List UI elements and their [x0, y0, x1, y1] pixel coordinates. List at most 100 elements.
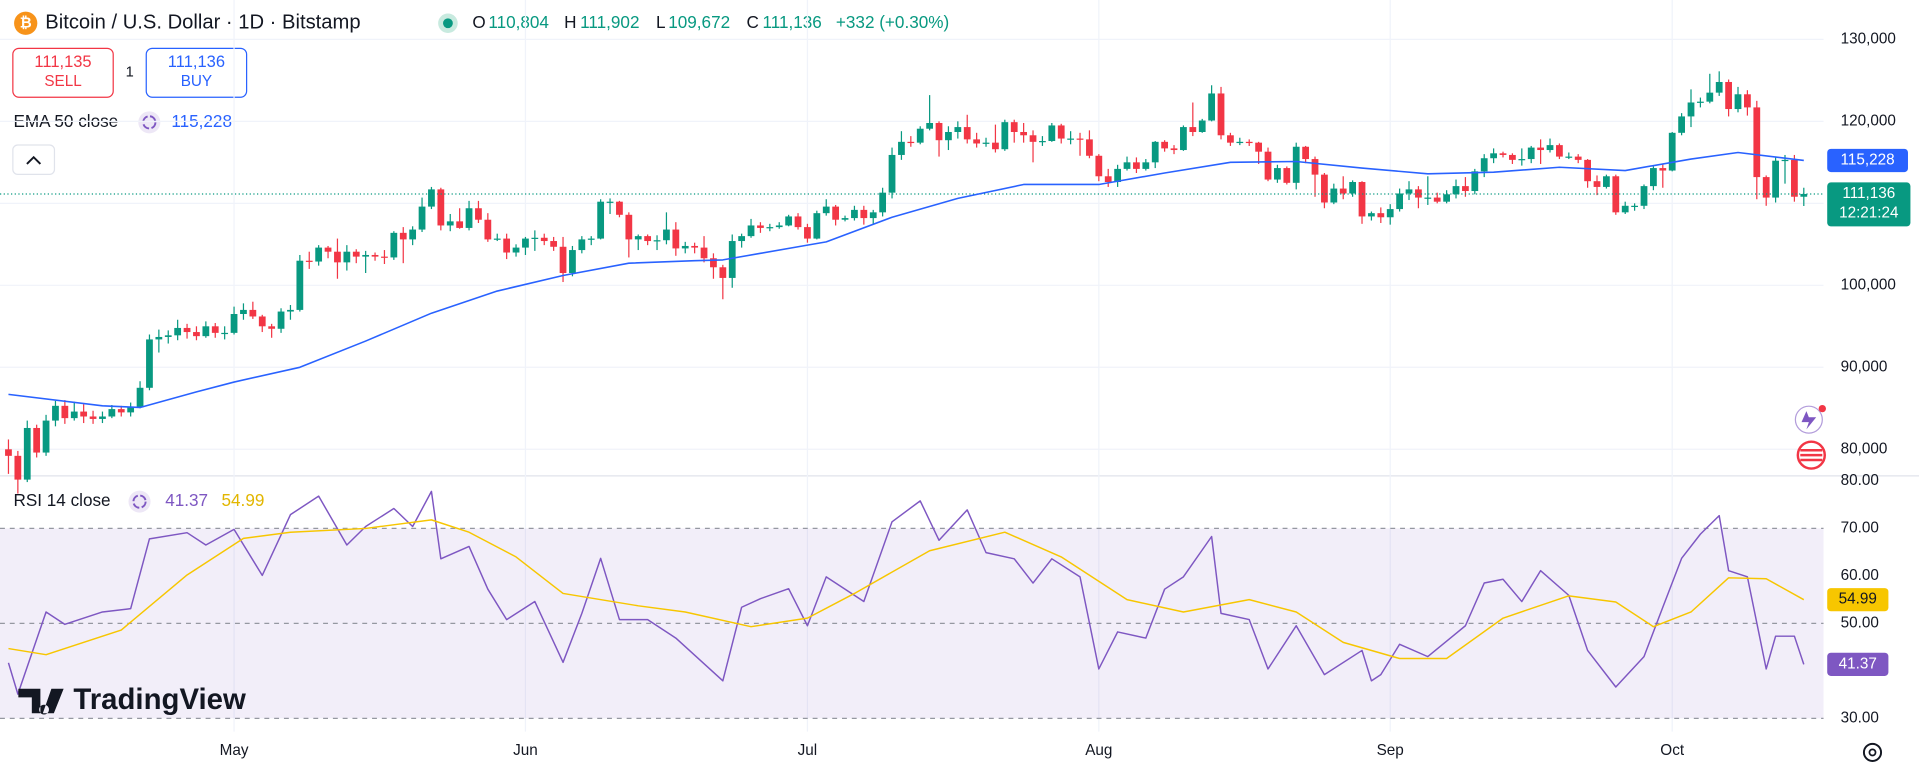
- candle-body: [1781, 159, 1789, 162]
- candle-body: [390, 232, 398, 258]
- candle-body: [785, 216, 793, 226]
- logo-text[interactable]: TradingView: [73, 683, 246, 716]
- candle-body: [512, 247, 520, 253]
- candle-body: [1697, 101, 1704, 103]
- candle-body: [1499, 153, 1507, 155]
- candle-body: [775, 225, 783, 228]
- candle-body: [597, 201, 605, 239]
- candle-body: [1274, 168, 1281, 180]
- candle-body: [1114, 168, 1122, 183]
- candle-body: [1245, 141, 1253, 144]
- candle-body: [1678, 116, 1685, 133]
- ohlc-value: 111,902: [580, 12, 639, 32]
- candle-body: [869, 212, 877, 219]
- candle-body: [352, 251, 360, 257]
- candle-body: [804, 227, 811, 239]
- sell-label: SELL: [44, 73, 81, 90]
- candle-body: [963, 127, 971, 140]
- x-tick-label: May: [220, 742, 249, 759]
- series-price-tag: [1827, 148, 1908, 173]
- y-tick-label: 80.00: [1841, 472, 1879, 489]
- candle-body: [1330, 188, 1338, 203]
- candle-body: [446, 221, 454, 226]
- settings-icon[interactable]: [1862, 742, 1883, 762]
- candle-body: [1321, 174, 1328, 203]
- logo-mark: [18, 688, 64, 715]
- candle-body: [117, 409, 125, 413]
- candle-body: [89, 416, 97, 419]
- candle-body: [324, 247, 332, 252]
- candle-body: [888, 154, 896, 193]
- collapse-button[interactable]: [12, 144, 56, 175]
- candle-body: [1584, 159, 1591, 182]
- y-tick-label: 90,000: [1841, 358, 1888, 375]
- buy-price: 111,136: [168, 53, 225, 71]
- buy-button[interactable]: [145, 47, 248, 98]
- rsi-legend-value: 41.37: [165, 490, 208, 510]
- candle-body: [916, 128, 924, 143]
- ohlc-key: H: [564, 12, 576, 32]
- candle-body: [907, 141, 915, 144]
- candle-body: [1687, 102, 1695, 117]
- candle-body: [1095, 155, 1103, 177]
- candle-body: [1659, 168, 1667, 171]
- x-tick-label: Jul: [798, 742, 818, 759]
- btc-icon: [14, 11, 38, 35]
- candle-body: [1292, 146, 1300, 183]
- price-change: +332 (+0.30%): [836, 12, 949, 32]
- candle-body: [296, 260, 304, 310]
- candle-body: [418, 206, 426, 230]
- candle-body: [1462, 186, 1469, 192]
- candle-body: [1546, 145, 1554, 151]
- symbol-title[interactable]: Bitcoin / U.S. Dollar · 1D · Bitstamp: [45, 12, 360, 34]
- candle-body: [728, 241, 736, 278]
- candle-body: [1208, 93, 1216, 121]
- last-price-tag-label: 111,136: [1842, 185, 1895, 202]
- candle-body: [1123, 162, 1131, 169]
- candle-body: [1706, 92, 1714, 102]
- candle-body: [719, 267, 727, 278]
- candle-body: [258, 316, 266, 327]
- candle-body: [1189, 127, 1197, 132]
- ema-settings-icon[interactable]: [138, 111, 161, 134]
- y-tick-label: 80,000: [1841, 440, 1888, 457]
- candle-body: [1020, 131, 1028, 136]
- candle-body: [1227, 135, 1234, 143]
- candle-body: [1396, 193, 1403, 210]
- candle-body: [33, 427, 41, 453]
- candle-body: [1443, 194, 1450, 202]
- candle-body: [484, 219, 492, 240]
- candle-body: [1198, 120, 1206, 132]
- rsi-legend-name[interactable]: RSI 14 close: [13, 490, 110, 510]
- ema-settings-glyph: [142, 115, 157, 130]
- rsi-settings-glyph: [132, 494, 147, 509]
- candle-body: [456, 221, 464, 228]
- candle-body: [1358, 182, 1366, 217]
- candle-body: [1180, 127, 1187, 151]
- candle-body: [61, 405, 69, 419]
- candle-body: [1264, 151, 1272, 180]
- candle-body: [1386, 209, 1394, 218]
- series-value-tag: [1827, 588, 1889, 612]
- series-value-tag: [1827, 652, 1889, 676]
- candle-body: [1631, 205, 1638, 208]
- sell-button[interactable]: [12, 47, 114, 98]
- candle-body: [334, 251, 341, 263]
- candle-body: [1480, 158, 1488, 172]
- candle-body: [362, 254, 370, 257]
- candle-body: [1302, 146, 1310, 160]
- sell-price: 111,135: [34, 53, 91, 71]
- candle-body: [531, 237, 539, 239]
- candle-body: [1800, 194, 1808, 197]
- candle-body: [1377, 213, 1385, 218]
- candle-body: [1509, 154, 1516, 160]
- ohlc-value: 111,136: [762, 12, 821, 32]
- candle-body: [973, 139, 981, 144]
- candle-body: [1104, 176, 1112, 183]
- candle-body: [1433, 197, 1441, 202]
- candle-body: [616, 201, 623, 215]
- rsi-settings-icon[interactable]: [128, 490, 151, 513]
- candle-body: [305, 260, 313, 262]
- candle-body: [926, 122, 934, 129]
